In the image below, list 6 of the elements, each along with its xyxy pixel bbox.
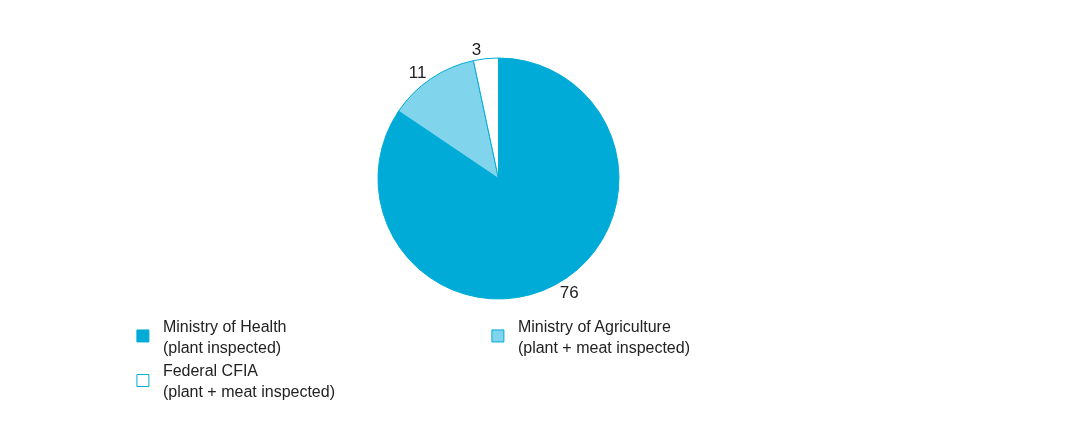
data-label: 3 (471, 39, 482, 59)
legend-label: Federal CFIA (plant + meat inspected) (162, 362, 335, 401)
data-label: 76 (559, 282, 579, 302)
data-label: 11 (408, 62, 427, 82)
legend-label: Ministry of Agriculture (plant + meat inspected) (517, 317, 690, 356)
legend-label: Ministry of Health (plant inspected) (162, 317, 287, 356)
